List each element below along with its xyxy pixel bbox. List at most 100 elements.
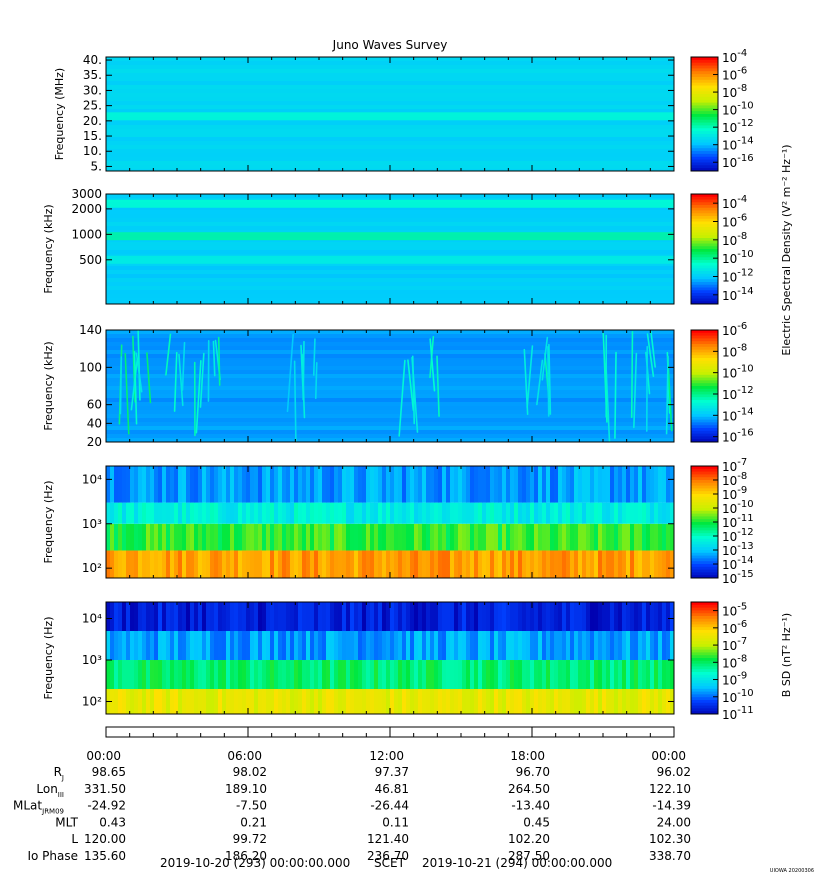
layer-4-column xyxy=(194,602,199,632)
colorbar-swatch xyxy=(691,74,718,78)
layer-3-column xyxy=(574,502,579,524)
layer-2-column xyxy=(618,660,623,690)
layer-4-column xyxy=(458,466,463,503)
layer-3-column xyxy=(334,502,339,524)
texture-row xyxy=(106,382,674,386)
colorbar-swatch xyxy=(691,273,718,277)
layer-1-column xyxy=(494,689,499,714)
layer-1-column xyxy=(454,550,459,578)
colorbar-swatch xyxy=(691,298,718,302)
layer-4-column xyxy=(418,602,423,632)
layer-2-column xyxy=(402,523,407,551)
layer-2-column xyxy=(410,523,415,551)
colorbar-swatch xyxy=(691,508,718,512)
layer-4-column xyxy=(310,466,315,503)
layer-1-column xyxy=(178,550,183,578)
layer-2-column xyxy=(122,523,127,551)
layer-3-column xyxy=(670,502,674,524)
layer-3-column xyxy=(202,502,207,524)
layer-4-column xyxy=(130,602,135,632)
layer-4-column xyxy=(162,602,167,632)
layer-2-column xyxy=(606,523,611,551)
layer-4-column xyxy=(550,602,555,632)
layer-2-column xyxy=(626,660,631,690)
ephemeris-value: 98.65 xyxy=(92,765,126,779)
layer-4-column xyxy=(618,466,623,503)
layer-4-column xyxy=(482,602,487,632)
layer-2-column xyxy=(650,523,655,551)
layer-4-column xyxy=(370,602,375,632)
layer-3-column xyxy=(214,631,219,661)
layer-2-column xyxy=(370,523,375,551)
layer-1-column xyxy=(526,550,531,578)
layer-3-column xyxy=(482,502,487,524)
colorbar-tick-label: 10-6 xyxy=(722,321,747,338)
ephemeris-value: 122.10 xyxy=(649,782,691,796)
layer-1-column xyxy=(158,550,163,578)
layer-1-column xyxy=(602,689,607,714)
layer-1-column xyxy=(530,689,535,714)
layer-3-column xyxy=(554,502,559,524)
layer-1-column xyxy=(370,550,375,578)
burst-2-streak xyxy=(181,341,186,391)
ephemeris-row-label: MLT xyxy=(55,815,78,829)
layer-2-column xyxy=(546,660,551,690)
layer-3-column xyxy=(438,631,443,661)
layer-2-column xyxy=(562,523,567,551)
ephemeris-value: 97.37 xyxy=(375,765,409,779)
layer-1-column xyxy=(182,550,187,578)
layer-2-column xyxy=(630,523,635,551)
layer-1-column xyxy=(666,550,671,578)
layer-4-column xyxy=(402,466,407,503)
layer-2-column xyxy=(254,660,259,690)
burst-4-streak xyxy=(407,359,415,412)
layer-4-column xyxy=(594,466,599,503)
layer-3-column xyxy=(350,631,355,661)
layer-3-column xyxy=(266,502,271,524)
layer-1-column xyxy=(222,550,227,578)
layer-1-column xyxy=(282,689,287,714)
layer-4-column xyxy=(430,466,435,503)
layer-1-column xyxy=(218,689,223,714)
layer-4-column xyxy=(622,602,627,632)
layer-3-column xyxy=(302,502,307,524)
layer-3-column xyxy=(362,631,367,661)
layer-2-column xyxy=(426,523,431,551)
layer-2-column xyxy=(646,660,651,690)
colorbar-swatch xyxy=(691,569,718,573)
layer-4-column xyxy=(242,602,247,632)
layer-1-column xyxy=(418,689,423,714)
layer-3-column xyxy=(134,631,139,661)
layer-3-column xyxy=(442,631,447,661)
colorbar-tick-label: 10-10 xyxy=(722,364,754,381)
layer-1-column xyxy=(510,689,515,714)
colorbar-swatch xyxy=(691,142,718,146)
y-tick-label: 15. xyxy=(83,129,102,143)
layer-4-column xyxy=(586,466,591,503)
layer-1-column xyxy=(174,689,179,714)
layer-1-column xyxy=(670,550,674,578)
layer-4-column xyxy=(654,466,659,503)
layer-4-column xyxy=(186,466,191,503)
layer-2-column xyxy=(550,660,555,690)
layer-1-column xyxy=(450,689,455,714)
layer-1-column xyxy=(118,550,123,578)
layer-2-column xyxy=(570,523,575,551)
layer-2-column xyxy=(442,660,447,690)
texture-row xyxy=(106,161,674,165)
layer-2-column xyxy=(194,660,199,690)
layer-4-column xyxy=(382,602,387,632)
colorbar-swatch xyxy=(691,71,718,75)
layer-1-column xyxy=(594,550,599,578)
texture-row xyxy=(106,101,674,105)
colorbar-swatch xyxy=(691,411,718,415)
layer-2-column xyxy=(578,523,583,551)
layer-4-column xyxy=(190,602,195,632)
layer-3-column xyxy=(502,631,507,661)
layer-1-column xyxy=(146,550,151,578)
colorbar-swatch xyxy=(691,674,718,679)
layer-2-column xyxy=(326,660,331,690)
layer-1-column xyxy=(406,550,411,578)
colorbar-swatch xyxy=(691,196,718,200)
